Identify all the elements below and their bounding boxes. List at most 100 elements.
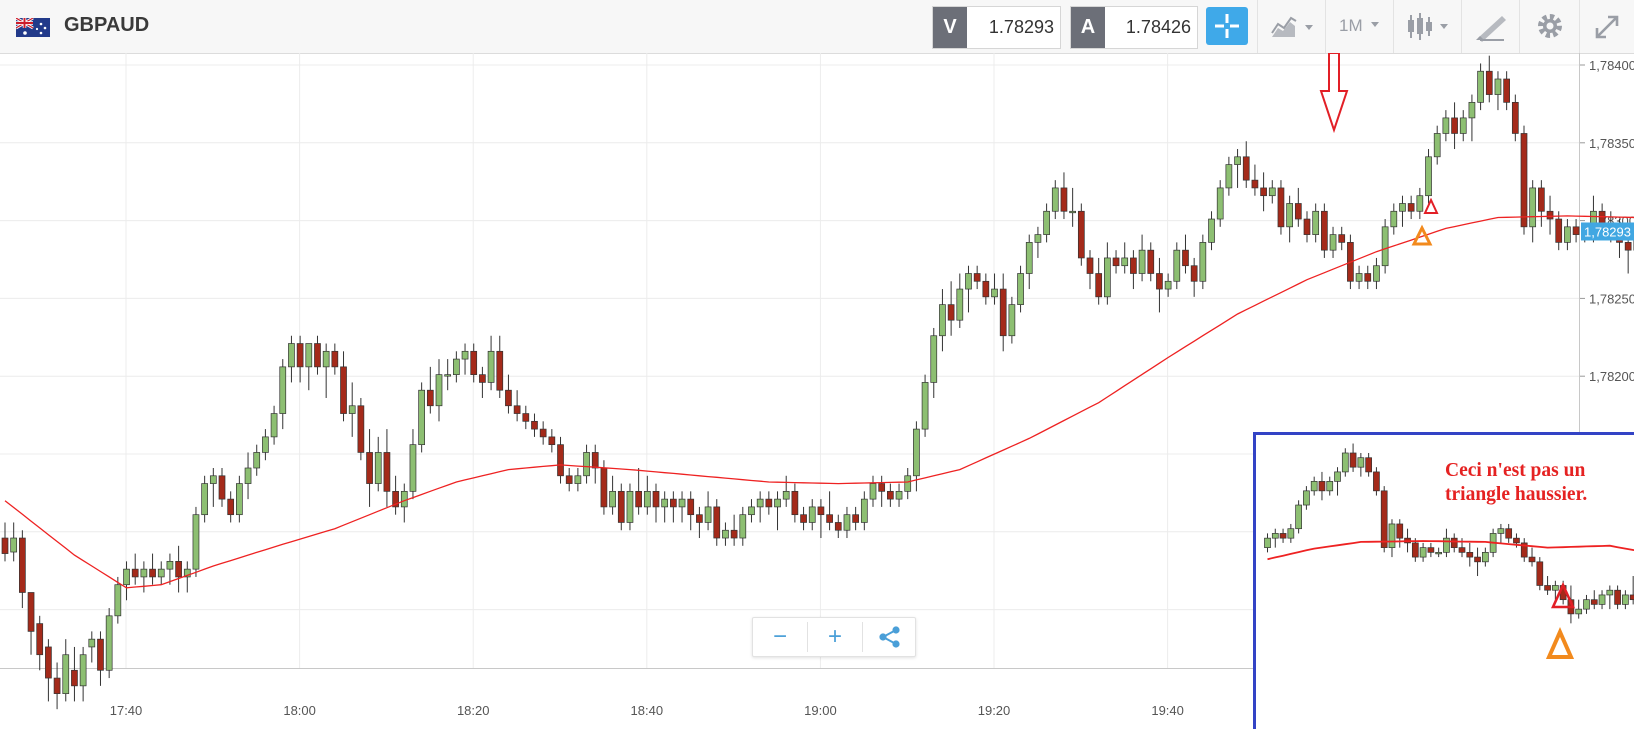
inset-candle-body: [1513, 537, 1520, 544]
candle-body: [965, 273, 972, 290]
candle-body: [583, 452, 590, 477]
candle-body: [1060, 187, 1068, 212]
inset-candle-body: [1575, 608, 1583, 615]
candle-body: [947, 304, 955, 321]
candle-type-button[interactable]: [1393, 0, 1462, 53]
candle-body: [1156, 273, 1163, 290]
candle-body: [1511, 101, 1519, 134]
candle-body: [496, 350, 504, 391]
inset-candle-body: [1380, 490, 1388, 548]
x-tick-label: 19:00: [804, 703, 837, 718]
inset-candle-body: [1505, 528, 1513, 539]
candle-body: [1416, 195, 1424, 212]
candle-body: [1121, 257, 1129, 267]
inset-candle-body: [1264, 537, 1271, 548]
candle-body: [1268, 187, 1276, 197]
candle-body: [939, 304, 946, 337]
candle-body: [348, 405, 356, 414]
gear-icon: [1538, 14, 1562, 38]
candle-body: [305, 343, 313, 368]
settings-button[interactable]: [1519, 0, 1580, 53]
candle-body: [574, 475, 582, 484]
candle-body: [79, 654, 87, 687]
candle-body: [678, 498, 686, 508]
drawing-tools-button[interactable]: [1461, 0, 1520, 53]
candle-body: [409, 444, 417, 492]
candle-body: [1546, 210, 1554, 220]
candle-body: [1069, 210, 1076, 214]
candle-body: [609, 490, 616, 508]
moving-average-line: [4, 215, 1634, 589]
inset-candle-body: [1520, 542, 1528, 558]
candle-body: [808, 506, 816, 523]
inset-candle-body: [1279, 533, 1287, 539]
candle-body: [1381, 226, 1389, 267]
chart-type-button[interactable]: [1257, 0, 1326, 53]
share-button[interactable]: [863, 618, 917, 656]
buy-quote-button[interactable]: A 1.78426: [1070, 6, 1198, 49]
inset-candle-body: [1544, 585, 1551, 591]
candle-body: [730, 529, 738, 539]
chart-toolbar: GBPAUD V 1.78293 A 1.78426 1M: [0, 0, 1634, 54]
candle-body: [236, 483, 243, 516]
candle-body: [1208, 218, 1215, 243]
inset-candle-body: [1443, 537, 1450, 553]
candle-body: [661, 498, 669, 508]
candle-body: [765, 498, 773, 508]
fullscreen-button[interactable]: [1579, 0, 1634, 53]
candle-body: [1112, 257, 1120, 267]
inset-candle-body: [1435, 552, 1443, 555]
candle-body: [1459, 117, 1467, 134]
candle-body: [140, 568, 148, 578]
inset-candle-body: [1365, 457, 1372, 473]
inset-candle-body: [1373, 471, 1380, 492]
inset-candle-body: [1583, 599, 1590, 610]
annotations: [1319, 53, 1439, 246]
inset-candle-body: [1481, 552, 1489, 563]
candle-body: [643, 490, 651, 508]
candle-body: [1095, 273, 1103, 298]
inset-candle-body: [1419, 547, 1427, 558]
candle-body: [62, 654, 70, 694]
candle-body: [1468, 101, 1476, 119]
inset-candle-body: [1622, 594, 1629, 605]
candle-body: [183, 568, 191, 578]
candle-body: [600, 467, 608, 508]
candle-body: [756, 498, 764, 508]
crosshair-button[interactable]: [1206, 7, 1248, 45]
candle-body: [1355, 273, 1363, 282]
candle-body: [1321, 210, 1328, 251]
candle-body: [696, 514, 703, 523]
share-icon: [879, 626, 900, 648]
candle-body: [1277, 187, 1285, 228]
inset-candle-body: [1303, 490, 1310, 506]
candle-body: [1555, 218, 1563, 243]
candle-body: [687, 498, 695, 516]
sell-quote-button[interactable]: V 1.78293: [932, 6, 1061, 49]
sell-tag: V: [933, 7, 967, 48]
candle-body: [36, 623, 44, 656]
price-chart[interactable]: 17:40 18:00 18:20 18:40 19:00 19:20 19:40 1,78…: [0, 53, 1634, 729]
candle-body: [1025, 242, 1033, 274]
instrument-symbol: GBPAUD: [64, 14, 150, 36]
candle-body: [357, 405, 365, 453]
candle-body: [175, 561, 182, 578]
candle-body: [270, 413, 278, 438]
candle-body: [253, 452, 261, 469]
candle-body: [453, 358, 460, 375]
candle-body: [973, 273, 981, 282]
note-line-2: triangle haussier.: [1445, 484, 1588, 505]
candle-body: [1399, 203, 1406, 212]
candle-body: [1051, 187, 1059, 212]
timeframe-button[interactable]: 1M: [1325, 0, 1394, 53]
zoom-out-button[interactable]: −: [772, 623, 787, 650]
candle-body: [1130, 257, 1137, 274]
y-tick-label: 1,78250: [1589, 291, 1634, 306]
inset-candle-body: [1458, 547, 1466, 553]
zoom-in-button[interactable]: +: [827, 623, 842, 650]
note-line-1: Ceci n'est pas un: [1445, 460, 1586, 481]
inset-red-triangle: [1550, 581, 1576, 609]
inset-candle-body: [1497, 528, 1505, 534]
buy-tag: A: [1071, 7, 1105, 48]
candle-body: [114, 584, 122, 617]
